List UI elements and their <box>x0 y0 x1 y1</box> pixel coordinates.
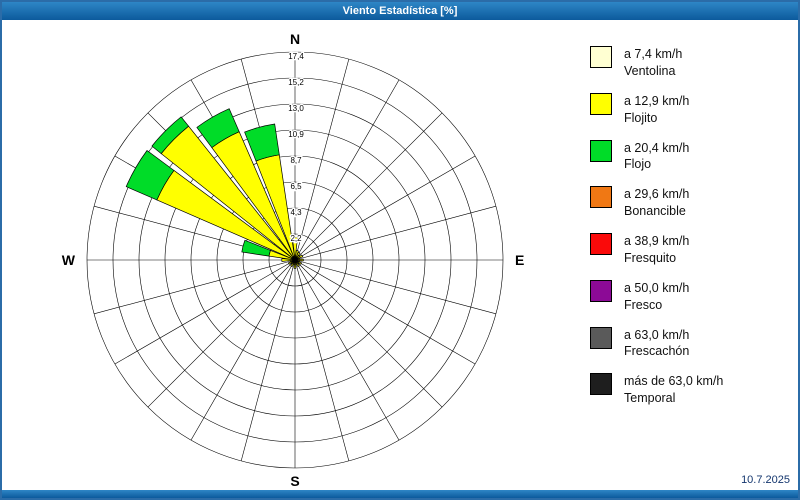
legend-item: a 38,9 km/h Fresquito <box>590 233 723 267</box>
wind-rose-chart: 2,2 4,3 6,5 8,7 10,9 13,0 15,2 17,4 N S W E <box>62 31 525 489</box>
legend-label: a 50,0 km/h Fresco <box>624 280 689 314</box>
legend-item: a 7,4 km/h Ventolina <box>590 46 723 80</box>
window-title: Viento Estadística [%] <box>342 5 458 17</box>
legend-item: a 29,6 km/h Bonancible <box>590 186 723 220</box>
petal-segment <box>244 123 280 162</box>
legend-item: más de 63,0 km/h Temporal <box>590 373 723 407</box>
petal-segment <box>241 239 271 257</box>
bottom-bar <box>2 490 798 498</box>
legend-color-swatch <box>590 186 612 209</box>
legend-speed-label: a 7,4 km/h <box>624 47 683 61</box>
legend-color-swatch <box>590 139 612 162</box>
legend-label: más de 63,0 km/h Temporal <box>624 373 723 407</box>
legend-speed-label: a 29,6 km/h <box>624 187 690 202</box>
ring-label: 13,0 <box>288 104 304 113</box>
ring-label: 6,5 <box>290 182 302 191</box>
legend-speed-label: a 50,0 km/h <box>624 280 690 295</box>
legend-category-label: Bonancible <box>624 204 686 219</box>
legend-color-swatch <box>590 233 612 255</box>
petal-segment <box>295 250 299 259</box>
petal-segment <box>196 108 240 149</box>
legend-category-label: Temporal <box>624 391 676 406</box>
legend-category-label: Frescachón <box>624 344 690 359</box>
legend-item: a 50,0 km/h Fresco <box>590 279 723 314</box>
ring-label: 17,4 <box>288 52 304 61</box>
petal-segment <box>295 261 300 268</box>
petal-segment <box>292 236 298 257</box>
legend-speed-label: a 38,9 km/h <box>624 234 690 248</box>
legend-category-label: Flojito <box>624 110 658 125</box>
ring-label: 15,2 <box>288 78 304 87</box>
legend: a 7,4 km/h Ventolina a 12,9 km/h Flojito a 2… <box>590 46 723 420</box>
petal-segment <box>290 261 295 268</box>
radial-axis-labels: 2,2 4,3 6,5 8,7 10,9 13,0 15,2 17,4 <box>287 51 306 245</box>
title-bar: Viento Estadística [%] <box>2 2 798 20</box>
petal-segment <box>296 260 303 265</box>
legend-item: a 12,9 km/h Flojito <box>590 92 723 127</box>
legend-category-label: Flojo <box>624 157 652 172</box>
legend-label: a 7,4 km/h Ventolina <box>624 46 682 80</box>
petal-segment <box>295 251 301 259</box>
compass-east-label: E <box>515 252 524 268</box>
legend-label: a 20,4 km/h Flojo <box>624 140 689 174</box>
legend-item: a 63,0 km/h Frescachón <box>590 326 723 361</box>
legend-label: a 29,6 km/h Bonancible <box>624 186 689 220</box>
legend-category-label: Fresquito <box>624 250 677 265</box>
legend-label: a 38,9 km/h Fresquito <box>624 233 689 267</box>
legend-color-swatch <box>590 373 612 396</box>
compass-south-label: S <box>290 473 299 489</box>
ring-label: 2,2 <box>290 234 302 243</box>
polar-grid <box>86 51 504 469</box>
ring-label: 10,9 <box>288 130 304 139</box>
legend-speed-label: a 12,9 km/h <box>624 93 690 108</box>
legend-color-swatch <box>590 279 612 302</box>
legend-color-swatch <box>590 92 612 115</box>
petal-segment <box>296 254 304 260</box>
ring-label: 4,3 <box>290 208 302 217</box>
petal-segment <box>151 116 190 155</box>
ring-label: 8,7 <box>290 156 302 165</box>
legend-label: a 12,9 km/h Flojito <box>624 93 689 127</box>
date-label: 10.7.2025 <box>741 474 790 486</box>
legend-color-swatch <box>590 326 612 349</box>
compass-north-label: N <box>290 31 300 47</box>
legend-item: a 20,4 km/h Flojo <box>590 139 723 174</box>
petal-segment <box>289 259 295 263</box>
legend-speed-label: más de 63,0 km/h <box>624 374 724 389</box>
compass-labels: N S W E <box>62 31 525 489</box>
petal-segment <box>287 260 294 265</box>
legend-color-swatch <box>590 46 612 68</box>
legend-label: a 63,0 km/h Frescachón <box>624 327 689 361</box>
legend-speed-label: a 63,0 km/h <box>624 327 690 342</box>
petal-segment <box>125 150 175 201</box>
compass-west-label: W <box>62 252 76 268</box>
legend-category-label: Ventolina <box>624 63 676 78</box>
legend-category-label: Fresco <box>624 297 663 312</box>
legend-speed-label: a 20,4 km/h <box>624 140 690 155</box>
petals <box>125 108 304 269</box>
